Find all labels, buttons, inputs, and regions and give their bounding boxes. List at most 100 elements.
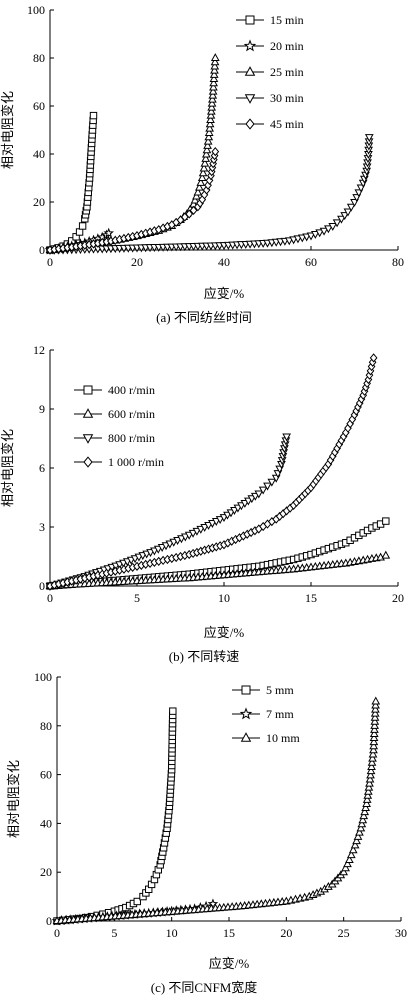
data-point bbox=[254, 490, 264, 499]
data-point bbox=[201, 153, 211, 162]
data-point bbox=[356, 823, 366, 832]
data-point bbox=[206, 106, 216, 115]
legend-label: 1 000 r/min bbox=[108, 455, 164, 469]
y-tick-label: 60 bbox=[33, 99, 45, 113]
data-point bbox=[258, 486, 268, 495]
data-point bbox=[205, 123, 215, 132]
data-point bbox=[365, 774, 375, 783]
data-point bbox=[210, 53, 220, 62]
data-point bbox=[353, 831, 363, 840]
data-point bbox=[203, 136, 213, 145]
chart-panel-3: 0 5 10 15 20 25 30 0 20 40 60 80 100 应变/% 相对电阻变化 (c) 不同… bbox=[6, 670, 407, 995]
data-point bbox=[189, 205, 198, 216]
series-45-min bbox=[46, 146, 220, 255]
data-point bbox=[190, 195, 200, 204]
x-tick-label: 15 bbox=[305, 591, 317, 605]
data-point bbox=[366, 766, 376, 775]
legend-item: 25 min bbox=[236, 65, 304, 79]
data-point bbox=[103, 227, 115, 238]
data-point bbox=[337, 215, 346, 224]
data-point bbox=[364, 134, 374, 143]
data-point bbox=[206, 115, 215, 123]
y-tick-label: 100 bbox=[34, 670, 52, 684]
data-point bbox=[369, 741, 379, 750]
data-point bbox=[208, 90, 218, 99]
data-point bbox=[306, 232, 316, 241]
data-point bbox=[133, 897, 141, 906]
y-tick-label: 20 bbox=[33, 195, 45, 209]
data-point bbox=[196, 177, 206, 186]
data-point bbox=[346, 850, 356, 859]
data-point bbox=[361, 803, 371, 812]
data-point bbox=[78, 222, 87, 230]
data-point bbox=[194, 182, 204, 191]
legend-label: 20 min bbox=[270, 39, 304, 53]
data-point bbox=[185, 209, 194, 219]
x-tick-label: 5 bbox=[134, 591, 140, 605]
y-tick-label: 40 bbox=[33, 147, 45, 161]
series-line bbox=[49, 57, 216, 251]
y-tick-label: 9 bbox=[39, 402, 45, 416]
data-point bbox=[341, 863, 350, 872]
chart-caption: (a) 不同纺丝时间 bbox=[156, 310, 252, 325]
y-tick-label: 40 bbox=[40, 816, 52, 830]
data-point bbox=[206, 110, 216, 119]
y-tick-label: 0 bbox=[39, 579, 45, 593]
y-tick-label: 3 bbox=[39, 520, 45, 534]
data-point bbox=[210, 65, 219, 74]
data-point bbox=[369, 737, 379, 746]
data-point bbox=[346, 203, 356, 212]
x-axis-label: 应变/% bbox=[204, 625, 245, 640]
x-tick-label: 20 bbox=[131, 255, 143, 269]
x-tick-label: 40 bbox=[218, 255, 230, 269]
series-15-min bbox=[46, 111, 98, 254]
data-point bbox=[369, 353, 378, 363]
y-tick-label: 100 bbox=[27, 3, 45, 17]
data-point bbox=[202, 145, 212, 154]
y-axis-label: 相对电阻变化 bbox=[0, 429, 15, 507]
data-point bbox=[209, 82, 218, 91]
data-point bbox=[370, 716, 380, 725]
x-tick-label: 20 bbox=[280, 926, 292, 940]
data-point bbox=[367, 762, 376, 770]
data-point bbox=[371, 696, 381, 705]
y-tick-label: 0 bbox=[39, 243, 45, 257]
legend-marker bbox=[241, 685, 251, 695]
data-point bbox=[359, 811, 369, 820]
legend-label: 25 min bbox=[270, 65, 304, 79]
data-point bbox=[282, 433, 292, 442]
y-tick-label: 80 bbox=[40, 719, 52, 733]
series-line bbox=[56, 711, 174, 922]
legend-label: 600 r/min bbox=[108, 407, 155, 421]
series-25-min bbox=[45, 53, 220, 254]
series-10-mm bbox=[52, 696, 381, 925]
legend-marker bbox=[243, 39, 257, 52]
x-tick-label: 5 bbox=[111, 926, 117, 940]
data-point bbox=[201, 149, 211, 158]
legend-item: 10 mm bbox=[232, 731, 300, 745]
data-point bbox=[192, 191, 201, 200]
legend-marker bbox=[244, 66, 256, 76]
x-tick-label: 30 bbox=[395, 926, 407, 940]
legend-label: 800 r/min bbox=[108, 431, 155, 445]
legend-item: 30 min bbox=[236, 91, 304, 105]
data-point bbox=[368, 749, 378, 758]
legend-marker bbox=[240, 732, 252, 742]
legend-label: 15 min bbox=[270, 13, 304, 27]
data-point bbox=[369, 729, 379, 737]
x-axis-label: 应变/% bbox=[209, 956, 250, 971]
data-point bbox=[358, 815, 368, 824]
data-point bbox=[352, 836, 361, 845]
x-tick-label: 80 bbox=[392, 255, 404, 269]
y-axis-label: 相对电阻变化 bbox=[6, 760, 21, 838]
legend-item: 7 mm bbox=[232, 707, 294, 721]
data-point bbox=[365, 778, 374, 787]
y-axis-label: 相对电阻变化 bbox=[0, 91, 15, 169]
y-tick-label: 60 bbox=[40, 768, 52, 782]
x-tick-label: 60 bbox=[305, 255, 317, 269]
data-point bbox=[211, 146, 220, 157]
data-point bbox=[208, 94, 217, 103]
legend-item: 1 000 r/min bbox=[74, 455, 164, 469]
data-point bbox=[209, 78, 219, 87]
legend-item: 5 mm bbox=[232, 683, 294, 697]
